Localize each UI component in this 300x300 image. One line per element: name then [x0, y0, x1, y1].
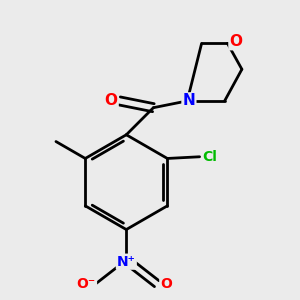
Text: Cl: Cl — [202, 150, 217, 164]
Text: O: O — [105, 93, 118, 108]
Text: O: O — [230, 34, 242, 49]
Text: O: O — [160, 277, 172, 291]
Text: N⁺: N⁺ — [117, 255, 136, 269]
Text: O⁻: O⁻ — [77, 277, 96, 291]
Text: N: N — [182, 93, 195, 108]
